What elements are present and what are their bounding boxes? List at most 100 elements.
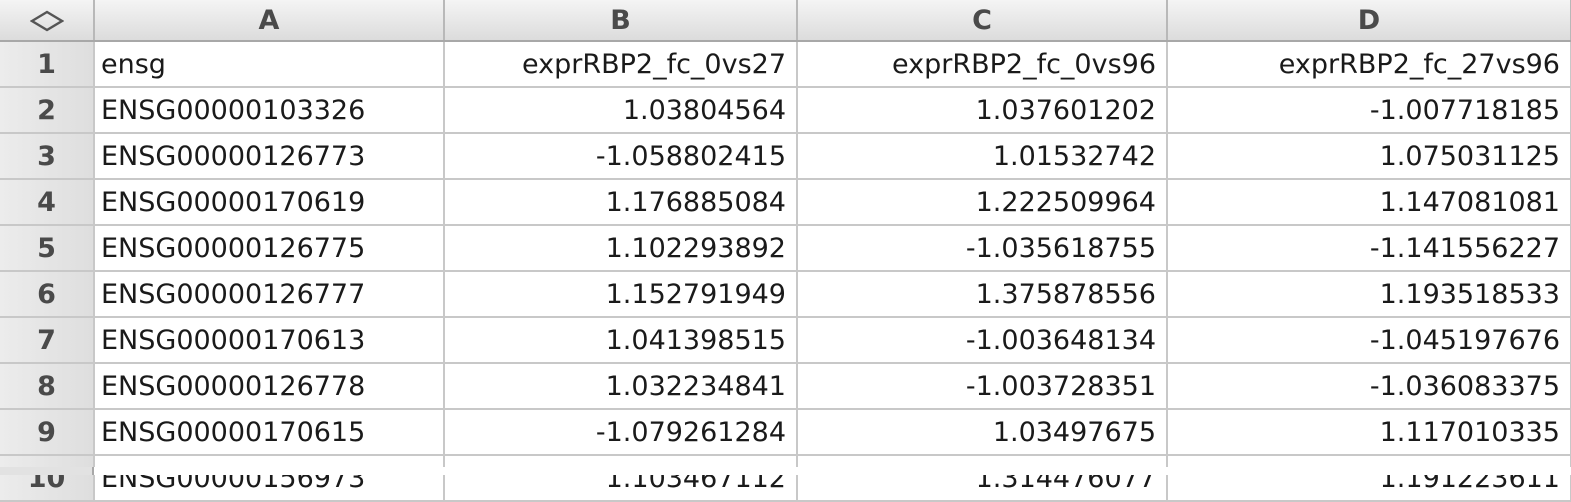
cell-value: -1.036083375: [1369, 370, 1560, 402]
cell-value: exprRBP2_fc_0vs27: [521, 48, 786, 80]
cell-b[interactable]: 1.176885084: [444, 179, 798, 226]
cell-d[interactable]: 1.117010335: [1167, 409, 1571, 456]
cell-b[interactable]: exprRBP2_fc_0vs27: [444, 41, 798, 88]
row-header[interactable]: 6: [0, 271, 95, 318]
table-row: 4 ENSG00000170619 1.176885084 1.222509964 1.…: [0, 179, 1571, 226]
select-all-icon: [29, 10, 64, 32]
cell-c[interactable]: 1.03497675: [797, 409, 1168, 456]
cell-d[interactable]: 1.191223611: [1167, 455, 1571, 502]
cell-value: 1.075031125: [1379, 140, 1560, 172]
cell-value: 1.03804564: [622, 94, 786, 126]
cell-a[interactable]: ENSG00000170615: [94, 409, 445, 456]
row-header[interactable]: 2: [0, 87, 95, 134]
cell-value: exprRBP2_fc_27vs96: [1278, 48, 1560, 80]
cell-c[interactable]: -1.035618755: [797, 225, 1168, 272]
cell-value: ENSG00000126778: [101, 370, 366, 402]
row-header[interactable]: 5: [0, 225, 95, 272]
cell-value: -1.035618755: [965, 232, 1156, 264]
table-row: 7 ENSG00000170613 1.041398515 -1.003648134 -…: [0, 317, 1571, 364]
row-header[interactable]: 9: [0, 409, 95, 456]
cell-value: ENSG00000126773: [101, 140, 366, 172]
table-row: 5 ENSG00000126775 1.102293892 -1.035618755 -…: [0, 225, 1571, 272]
cell-value: ENSG00000126775: [101, 232, 366, 264]
cell-d[interactable]: -1.141556227: [1167, 225, 1571, 272]
row-header[interactable]: 1: [0, 41, 95, 88]
cell-d[interactable]: 1.075031125: [1167, 133, 1571, 180]
cell-b[interactable]: 1.03804564: [444, 87, 798, 134]
cell-b[interactable]: 1.041398515: [444, 317, 798, 364]
cell-b[interactable]: 1.032234841: [444, 363, 798, 410]
column-header-c[interactable]: C: [797, 0, 1168, 42]
cell-a[interactable]: ENSG00000126775: [94, 225, 445, 272]
cell-value: 1.176885084: [605, 186, 786, 218]
cell-d[interactable]: -1.045197676: [1167, 317, 1571, 364]
cell-value: -1.045197676: [1369, 324, 1560, 356]
cell-value: 1.102293892: [605, 232, 786, 264]
cell-a[interactable]: ENSG00000126777: [94, 271, 445, 318]
cell-c[interactable]: 1.01532742: [797, 133, 1168, 180]
cell-d[interactable]: exprRBP2_fc_27vs96: [1167, 41, 1571, 88]
cell-b[interactable]: 1.102293892: [444, 225, 798, 272]
cell-a[interactable]: ENSG00000156973: [94, 455, 445, 502]
cell-value: 1.037601202: [975, 94, 1156, 126]
cell-c[interactable]: -1.003728351: [797, 363, 1168, 410]
cell-d[interactable]: 1.193518533: [1167, 271, 1571, 318]
cell-c[interactable]: exprRBP2_fc_0vs96: [797, 41, 1168, 88]
cell-value: 1.03497675: [992, 416, 1156, 448]
column-header-b[interactable]: B: [444, 0, 798, 42]
row-header[interactable]: 8: [0, 363, 95, 410]
row-header[interactable]: 4: [0, 179, 95, 226]
cell-value: 1.032234841: [605, 370, 786, 402]
cell-b[interactable]: 1.103467112: [444, 455, 798, 502]
cell-b[interactable]: -1.058802415: [444, 133, 798, 180]
cell-value: 1.117010335: [1379, 416, 1560, 448]
cell-d[interactable]: 1.147081081: [1167, 179, 1571, 226]
cell-a[interactable]: ENSG00000170619: [94, 179, 445, 226]
cell-value: 1.01532742: [992, 140, 1156, 172]
table-row: 9 ENSG00000170615 -1.079261284 1.03497675 1.…: [0, 409, 1571, 456]
cell-c[interactable]: -1.003648134: [797, 317, 1168, 364]
select-all-corner[interactable]: [0, 0, 95, 42]
cell-c[interactable]: 1.222509964: [797, 179, 1168, 226]
row-header[interactable]: 10: [0, 455, 95, 502]
cell-value: 1.041398515: [605, 324, 786, 356]
cell-value: 1.193518533: [1379, 278, 1560, 310]
cell-value: -1.003728351: [965, 370, 1156, 402]
cell-value: ENSG00000170619: [101, 186, 366, 218]
table-row: 2 ENSG00000103326 1.03804564 1.037601202 -1.…: [0, 87, 1571, 134]
cell-a[interactable]: ENSG00000170613: [94, 317, 445, 364]
cell-value: 1.222509964: [975, 186, 1156, 218]
cell-value: exprRBP2_fc_0vs96: [891, 48, 1156, 80]
cell-d[interactable]: -1.007718185: [1167, 87, 1571, 134]
cell-value: -1.003648134: [965, 324, 1156, 356]
cell-value: -1.141556227: [1369, 232, 1560, 264]
row-header[interactable]: 7: [0, 317, 95, 364]
cell-value: -1.058802415: [595, 140, 786, 172]
column-header-d[interactable]: D: [1167, 0, 1571, 42]
cell-d[interactable]: -1.036083375: [1167, 363, 1571, 410]
row-header-partial: [0, 467, 94, 475]
cell-a[interactable]: ensg: [94, 41, 445, 88]
cell-value: -1.007718185: [1369, 94, 1560, 126]
cell-value: ENSG00000126777: [101, 278, 366, 310]
cell-a[interactable]: ENSG00000103326: [94, 87, 445, 134]
cell-b[interactable]: -1.079261284: [444, 409, 798, 456]
column-header-a[interactable]: A: [94, 0, 445, 42]
cell-value: 1.152791949: [605, 278, 786, 310]
column-header-row: A B C D: [0, 0, 1571, 42]
cell-value: -1.079261284: [595, 416, 786, 448]
cell-a[interactable]: ENSG00000126778: [94, 363, 445, 410]
cell-a[interactable]: ENSG00000126773: [94, 133, 445, 180]
cell-value: ENSG00000103326: [101, 94, 366, 126]
cell-c[interactable]: 1.314476077: [797, 455, 1168, 502]
cell-value: 1.147081081: [1379, 186, 1560, 218]
table-row: 8 ENSG00000126778 1.032234841 -1.003728351 -…: [0, 363, 1571, 410]
cell-c[interactable]: 1.375878556: [797, 271, 1168, 318]
table-row: 6 ENSG00000126777 1.152791949 1.375878556 1.…: [0, 271, 1571, 318]
row-header[interactable]: 3: [0, 133, 95, 180]
table-row: 1 ensg exprRBP2_fc_0vs27 exprRBP2_fc_0vs96 e…: [0, 41, 1571, 88]
cell-c[interactable]: 1.037601202: [797, 87, 1168, 134]
cell-b[interactable]: 1.152791949: [444, 271, 798, 318]
